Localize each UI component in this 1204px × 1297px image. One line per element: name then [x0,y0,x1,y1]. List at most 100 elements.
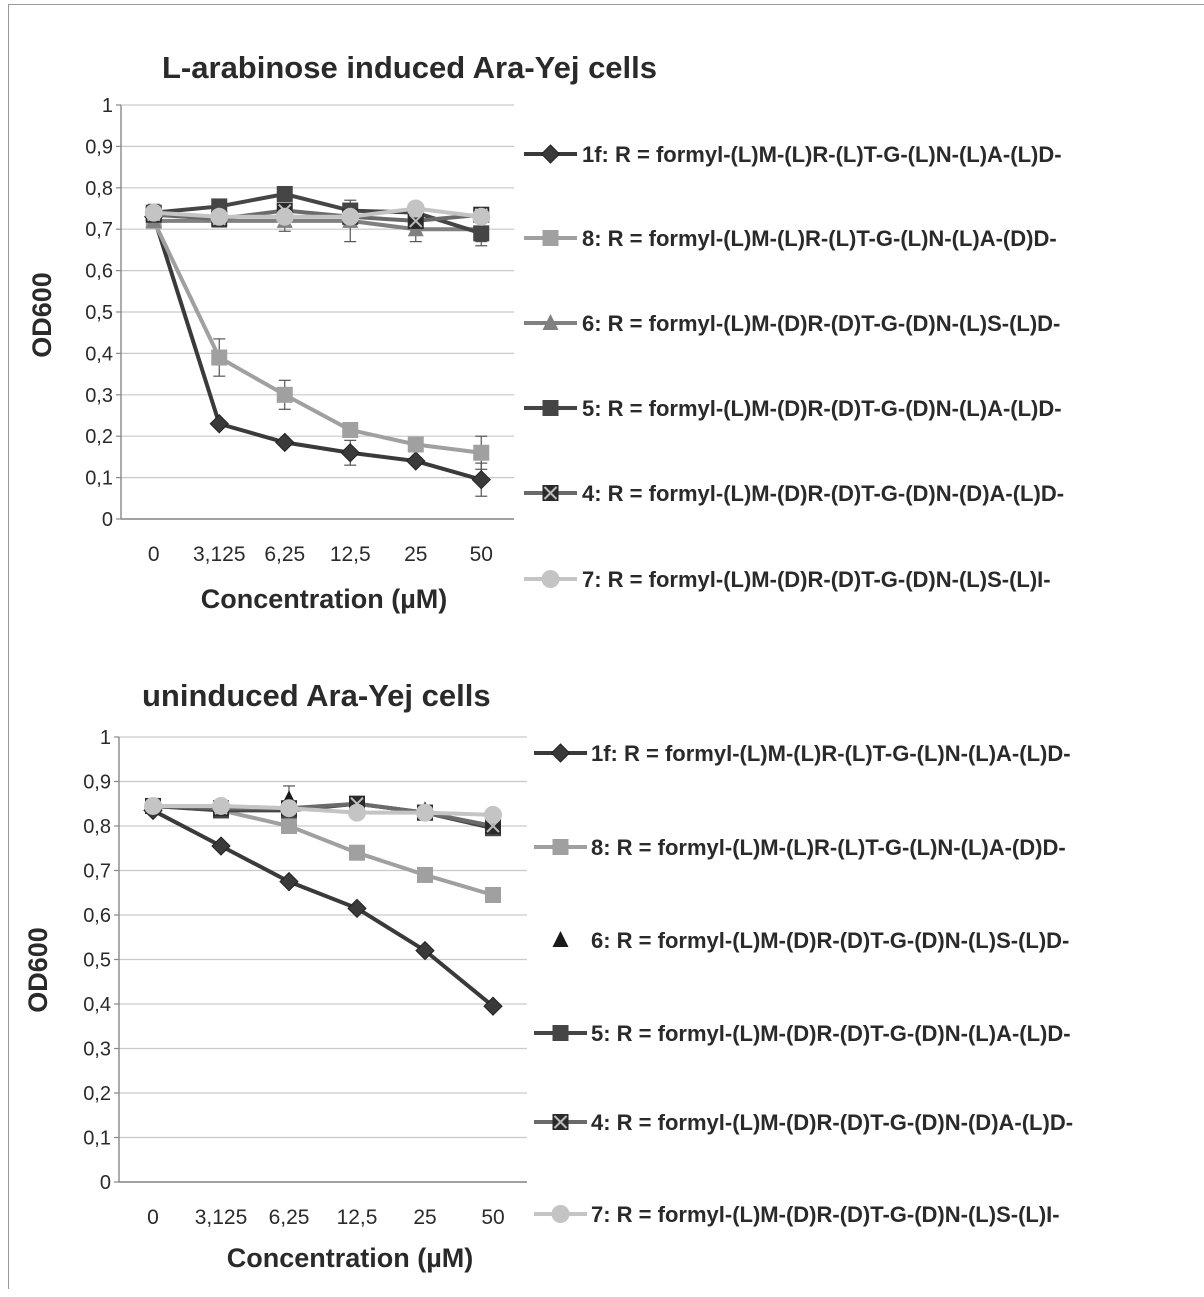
y-tick-label: 0,4 [85,343,113,365]
y-tick-label: 0,9 [83,772,111,794]
series-line [153,206,482,219]
series-1 [144,207,491,497]
data-point [280,799,298,818]
legend-marker [552,839,569,855]
data-point [276,186,293,203]
legend-label: 1f: R = formyl-(L)M-(L)R-(L)T-G-(L)N-(L)… [591,741,1071,766]
data-point [347,898,367,919]
data-point [416,803,434,822]
data-point [212,796,230,815]
legend-label: 6: R = formyl-(L)M-(D)R-(D)T-G-(D)N-(L)S… [582,311,1060,336]
data-point [417,866,433,883]
legend-label: 4: R = formyl-(L)M-(D)R-(D)T-G-(D)N-(D)A… [591,1110,1073,1135]
legend-label: 4: R = formyl-(L)M-(D)R-(D)T-G-(D)N-(D)A… [582,481,1064,506]
legend-entry-2: 8: R = formyl-(L)M-(L)R-(L)T-G-(L)N-(L)A… [534,835,1066,860]
y-tick-label: 0,8 [85,178,113,200]
data-point [407,436,424,453]
legend-label: 1f: R = formyl-(L)M-(L)R-(L)T-G-(L)N-(L)… [582,142,1062,167]
legend-entry-4: 5: R = formyl-(L)M-(D)R-(D)T-G-(D)N-(L)A… [524,396,1062,421]
legend-marker [542,314,559,330]
legend-marker [552,1114,569,1130]
y-tick-label: 0,4 [83,994,111,1016]
series-line [151,220,482,455]
data-point [348,803,366,822]
x-tick-label: 6,25 [269,1206,310,1229]
series-line [153,803,494,817]
series-line [153,191,482,236]
y-axis-label: OD600 [27,272,57,358]
y-tick-label: 0,1 [85,468,113,490]
legend-marker [541,570,560,588]
data-point [340,443,360,463]
y-axis-label: OD600 [23,927,53,1013]
series-6 [144,199,491,226]
x-tick-label: 3,125 [195,1206,248,1229]
data-point [275,207,294,226]
series-line [152,808,495,1008]
data-point [415,940,435,961]
y-tick-label: 1 [100,727,111,749]
legend-entry-6: 7: R = formyl-(L)M-(D)R-(D)T-G-(D)N-(L)S… [524,567,1051,592]
x-tick-label: 3,125 [193,543,246,566]
data-point [485,886,501,903]
legend-label: 8: R = formyl-(L)M-(L)R-(L)T-G-(L)N-(L)A… [591,835,1066,860]
y-tick-label: 0,9 [85,136,113,158]
chart-induced: L-arabinose induced Ara-Yej cells OD600 … [27,50,1064,614]
legend-label: 7: R = formyl-(L)M-(D)R-(D)T-G-(D)N-(L)S… [591,1202,1060,1227]
legend-entry-5: 4: R = formyl-(L)M-(D)R-(D)T-G-(D)N-(D)A… [524,481,1064,506]
data-point [275,432,295,453]
y-tick-label: 0,5 [85,302,113,324]
legend-marker [542,400,559,416]
x-axis-label: Concentration (µM) [227,1243,474,1273]
x-tick-label: 25 [404,543,427,566]
chart-uninduced: uninduced Ara-Yej cells OD600 Concentrat… [23,678,1073,1273]
y-tick-label: 0,7 [83,861,111,883]
legend-entry-4: 5: R = formyl-(L)M-(D)R-(D)T-G-(D)N-(L)A… [534,1021,1071,1046]
legend-marker [540,144,561,164]
legend-marker [542,485,559,501]
data-point [407,212,424,229]
data-point [211,836,231,856]
series-line [151,216,482,482]
y-tick-label: 0 [100,1172,111,1194]
x-tick-label: 0 [148,543,160,566]
y-tick-label: 0,2 [85,426,113,448]
x-tick-label: 25 [413,1206,436,1229]
data-point [406,451,426,471]
data-point [472,207,491,226]
data-point [473,225,490,242]
x-axis-label: Concentration (µM) [201,584,448,614]
legend-marker [552,1025,569,1041]
data-point [210,207,229,226]
y-tick-label: 0,3 [85,385,113,407]
legend-label: 5: R = formyl-(L)M-(D)R-(D)T-G-(D)N-(L)A… [582,396,1062,421]
series-line [153,208,482,223]
y-tick-label: 0,2 [83,1083,111,1105]
x-tick-label: 50 [470,543,493,566]
legend-entry-1: 1f: R = formyl-(L)M-(L)R-(L)T-G-(L)N-(L)… [524,142,1062,167]
data-point [279,871,299,892]
legend-entry-6: 7: R = formyl-(L)M-(D)R-(D)T-G-(D)N-(L)S… [534,1202,1060,1227]
data-point [211,349,228,366]
series-6 [144,796,502,824]
data-point [473,444,490,461]
legend-entry-1: 1f: R = formyl-(L)M-(L)R-(L)T-G-(L)N-(L)… [534,741,1071,766]
y-tick-label: 0,8 [83,816,111,838]
legend-label: 7: R = formyl-(L)M-(D)R-(D)T-G-(D)N-(L)S… [582,567,1051,592]
x-tick-label: 12,5 [330,543,371,566]
x-tick-label: 12,5 [337,1206,378,1229]
x-tick-label: 0 [147,1206,159,1229]
series-2 [145,212,490,470]
data-point [471,469,491,490]
legend-marker [551,1205,570,1223]
series-line [153,218,482,232]
data-point [281,818,297,834]
y-tick-label: 0 [102,509,113,531]
data-point [144,796,162,815]
legend-marker [550,743,571,763]
chart-panel-uninduced: uninduced Ara-Yej cells OD600 Concentrat… [8,639,1204,1289]
chart-panel-induced: L-arabinose induced Ara-Yej cells OD600 … [8,4,1204,640]
data-point [342,421,359,438]
y-tick-label: 1 [102,95,113,117]
legend-entry-3: 6: R = formyl-(L)M-(D)R-(D)T-G-(D)N-(L)S… [552,928,1069,953]
